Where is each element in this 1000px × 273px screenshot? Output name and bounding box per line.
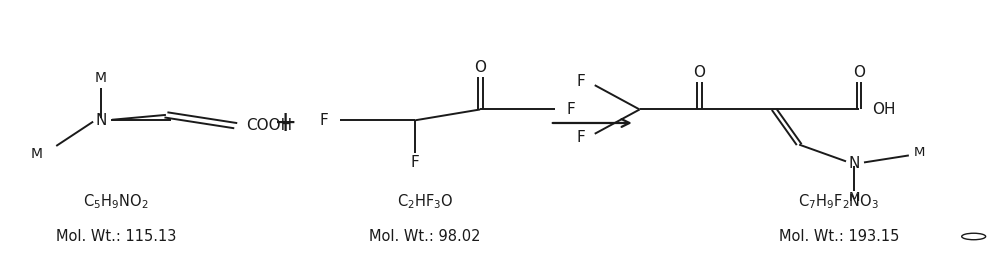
Text: C$_2$HF$_3$O: C$_2$HF$_3$O — [397, 192, 454, 211]
Text: N: N — [95, 113, 107, 128]
Text: M: M — [914, 146, 925, 159]
Text: F: F — [576, 74, 585, 89]
Text: F: F — [576, 130, 585, 145]
Text: M: M — [848, 191, 860, 204]
Text: +: + — [274, 109, 297, 137]
Text: O: O — [693, 66, 705, 81]
Text: O: O — [853, 66, 865, 81]
Text: C$_5$H$_9$NO$_2$: C$_5$H$_9$NO$_2$ — [83, 192, 149, 211]
Text: C$_7$H$_9$F$_2$NO$_3$: C$_7$H$_9$F$_2$NO$_3$ — [798, 192, 880, 211]
Text: Mol. Wt.: 98.02: Mol. Wt.: 98.02 — [369, 229, 481, 244]
Text: N: N — [848, 156, 860, 171]
Text: M: M — [95, 72, 107, 85]
Text: F: F — [411, 155, 420, 170]
Text: COOH: COOH — [246, 118, 292, 133]
Text: Mol. Wt.: 115.13: Mol. Wt.: 115.13 — [56, 229, 176, 244]
Text: OH: OH — [872, 102, 895, 117]
Text: Mol. Wt.: 193.15: Mol. Wt.: 193.15 — [779, 229, 899, 244]
Text: O: O — [474, 60, 486, 75]
Text: F: F — [567, 102, 576, 117]
Text: M: M — [30, 147, 42, 161]
Text: F: F — [320, 113, 328, 128]
